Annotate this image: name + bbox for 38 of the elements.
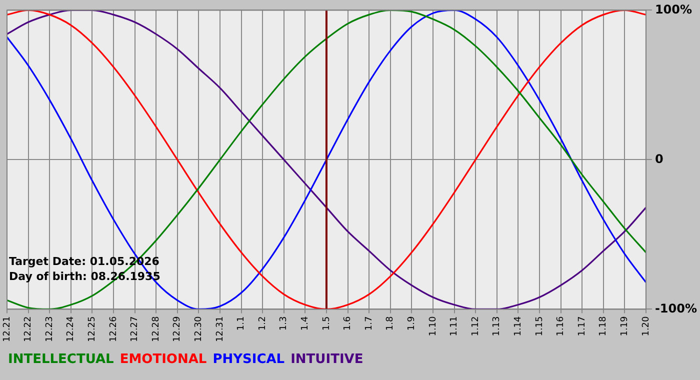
text: PHYSICAL — [212, 352, 285, 367]
text: EMOTIONAL — [120, 352, 207, 367]
x-tick-label: 12.29 — [172, 316, 183, 342]
x-tick-label: 1.20 — [641, 316, 652, 336]
x-tick-label: 1.12 — [470, 316, 481, 336]
x-tick-label: 12.22 — [24, 316, 34, 342]
x-tick-label: 1.14 — [514, 316, 524, 336]
x-tick-label: 1.16 — [556, 316, 566, 336]
text: INTUITIVE — [290, 352, 364, 367]
x-tick-label: 1.6 — [343, 316, 354, 331]
x-tick-label: 12.26 — [108, 316, 119, 342]
x-tick-label: 12.23 — [44, 316, 55, 342]
x-tick-label: 1.13 — [492, 316, 502, 336]
x-tick-label: 1.8 — [386, 316, 396, 331]
x-tick-label: 1.10 — [428, 316, 438, 336]
x-tick-label: 1.9 — [407, 316, 418, 331]
text: INTELLECTUAL — [8, 352, 114, 367]
x-tick-label: 1.17 — [577, 316, 588, 336]
x-tick-label: 1.11 — [450, 316, 460, 336]
x-tick-label: 1.2 — [258, 316, 268, 331]
x-tick-label: 1.15 — [534, 316, 545, 336]
x-tick-label: 1.19 — [620, 316, 630, 336]
x-tick-label: 12.21 — [2, 316, 12, 342]
x-tick-label: 12.30 — [194, 316, 204, 342]
x-tick-label: 12.27 — [130, 316, 140, 342]
x-tick-label: 12.28 — [151, 316, 162, 342]
x-tick-label: 1.4 — [300, 316, 311, 331]
x-tick-label: 1.18 — [598, 316, 609, 336]
x-tick-label: 12.25 — [88, 316, 98, 342]
x-tick-label: 1.1 — [236, 316, 247, 331]
x-tick-label: 1.7 — [364, 316, 374, 331]
x-tick-label: 12.31 — [215, 316, 226, 342]
x-tick-label: 1.3 — [279, 316, 290, 331]
x-tick-label: 12.24 — [66, 316, 76, 342]
x-tick-label: 1.5 — [322, 316, 332, 331]
y-tick-label: 100% — [654, 2, 692, 16]
y-tick-label: -100% — [654, 301, 698, 316]
y-tick-label: 0 — [654, 152, 664, 166]
